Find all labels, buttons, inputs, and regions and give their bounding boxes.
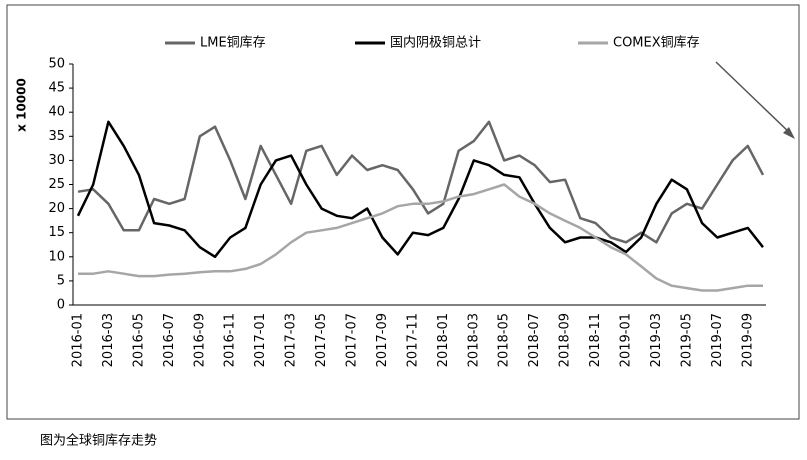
y-tick-label: 20 [48, 201, 65, 216]
y-tick-label: 5 [57, 273, 65, 288]
x-tick-label: 2016-01 [71, 313, 86, 367]
x-tick-label: 2017-11 [405, 313, 420, 367]
x-tick-label: 2017-07 [345, 313, 360, 367]
x-tick-label: 2017-09 [375, 313, 390, 367]
series-line [78, 183, 763, 292]
y-tick-label: 30 [48, 153, 65, 168]
x-tick-label: 2018-07 [527, 313, 542, 367]
x-tick-label: 2016-11 [223, 313, 238, 367]
y-tick-label: 40 [48, 105, 65, 120]
x-tick-label: 2017-05 [314, 313, 329, 367]
arrow-head [783, 127, 795, 139]
x-tick-label: 2017-03 [284, 313, 299, 367]
legend-label: LME铜库存 [200, 35, 266, 51]
x-tick-label: 2018-01 [436, 313, 451, 367]
x-tick-label: 2018-03 [466, 313, 481, 367]
series-line [76, 120, 764, 259]
x-tick-label: 2016-09 [192, 313, 207, 367]
legend-label: COMEX铜库存 [613, 35, 700, 51]
x-tick-label: 2018-09 [558, 313, 573, 367]
y-tick-label: 10 [48, 249, 65, 264]
x-tick-label: 2016-03 [101, 313, 116, 367]
y-tick-label: 35 [48, 129, 65, 144]
arrow-line [715, 61, 793, 136]
legend-label: 国内阴极铜总计 [390, 35, 481, 51]
x-tick-label: 2019-03 [649, 313, 664, 367]
x-tick-label: 2018-11 [588, 313, 603, 367]
y-tick-label: 45 [48, 81, 65, 96]
y-tick-label: 0 [57, 298, 65, 313]
x-tick-label: 2019-07 [710, 313, 725, 367]
x-tick-label: 2016-05 [131, 313, 146, 367]
y-tick-label: 15 [48, 225, 65, 240]
caption: 图为全球铜库存走势 [40, 433, 157, 449]
x-tick-label: 2019-09 [740, 313, 755, 367]
chart-border [6, 4, 800, 420]
x-tick-label: 2018-05 [497, 313, 512, 367]
series-line [77, 120, 765, 244]
x-tick-label: 2017-01 [253, 313, 268, 367]
x-tick-label: 2019-05 [679, 313, 694, 367]
y-axis-label: x 10000 [15, 78, 29, 132]
y-tick-label: 25 [48, 177, 65, 192]
x-tick-label: 2019-01 [619, 313, 634, 367]
x-tick-label: 2016-07 [162, 313, 177, 367]
y-tick-label: 50 [48, 57, 65, 72]
